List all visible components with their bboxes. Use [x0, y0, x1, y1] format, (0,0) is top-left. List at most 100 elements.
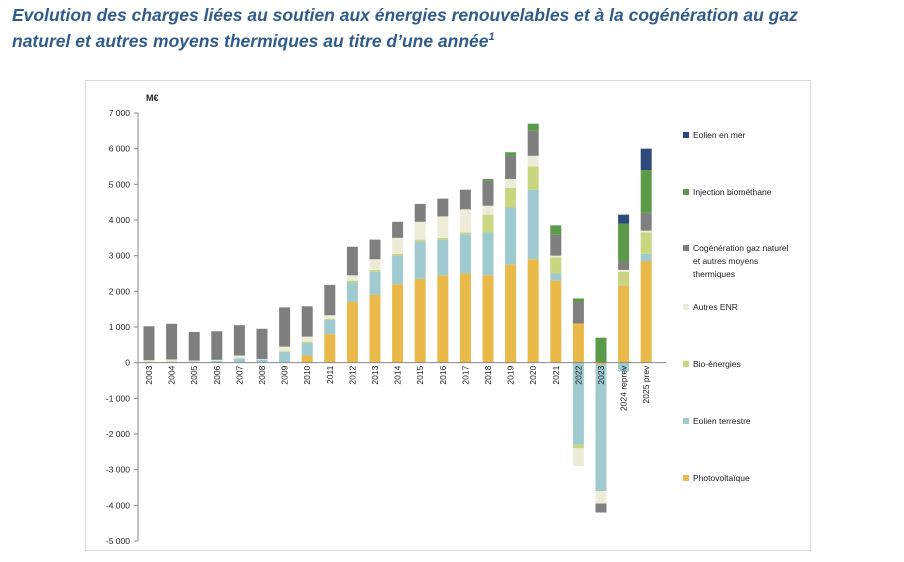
bar-segment-autres-enr-2004 — [166, 359, 178, 362]
bar-segment-eolien-terrestre-2014 — [392, 255, 404, 285]
page-title: Evolution des charges liées au soutien a… — [12, 4, 897, 52]
bar-segment-eolien-terrestre-2017 — [459, 234, 471, 274]
bar-segment-cog-n-ration-gaz-naturel-et-autres-moyens-thermiques-2017 — [459, 189, 471, 210]
bar-segment-eolien-terrestre-2019 — [505, 207, 517, 265]
bar-segment-photovolta-que-2010 — [301, 355, 313, 363]
bar-segment-cog-n-ration-gaz-naturel-et-autres-moyens-thermiques-2015 — [414, 203, 426, 222]
y-tick-label: 1 000 — [109, 322, 131, 332]
bar-segment-eolien-terrestre-2008 — [256, 359, 268, 363]
x-tick-label-2015: 2015 — [415, 365, 425, 384]
bar-segment-autres-enr-2006 — [211, 359, 223, 361]
bar-segment-photovolta-que-2017 — [459, 273, 471, 363]
bar-segment-cog-n-ration-gaz-naturel-et-autres-moyens-thermiques-2004 — [166, 323, 178, 360]
legend-label-2: Injection biométhane — [693, 187, 772, 197]
bar-segment-photovolta-que-2020 — [527, 259, 539, 363]
bar-segment-eolien-terrestre-2013 — [369, 271, 381, 295]
x-tick-label-2016: 2016 — [438, 365, 448, 384]
bar-segment-injection-biom-thane-2018 — [482, 178, 494, 181]
bar-segment-autres-enr-2025-prev — [640, 230, 652, 233]
y-tick-label: 7 000 — [109, 108, 131, 118]
bar-segment-bio-nergies-2012 — [346, 280, 358, 283]
bar-segment-autres-enr-2014 — [392, 237, 404, 254]
bar-segment-eolien-terrestre-2011 — [324, 319, 336, 335]
bar-segment-autres-enr-2007 — [233, 355, 245, 359]
bar-segment-autres-enr-2017 — [459, 209, 471, 233]
x-tick-label-2018: 2018 — [483, 365, 493, 384]
stacked-bar-chart: M€ 7 000 6 000 5 000 4 000 3 000 2 000 1 000 0 -1… — [106, 93, 789, 546]
bar-segment-autres-enr-2005 — [188, 360, 200, 362]
bar-segment-photovolta-que-2014 — [392, 284, 404, 363]
y-tick-label: 2 000 — [109, 286, 131, 296]
bar-segment-autres-enr-2021 — [550, 255, 562, 258]
bar-segment-eolien-terrestre-2016 — [437, 239, 449, 276]
x-tick-label-2005: 2005 — [189, 365, 199, 384]
bar-segment-autres-enr-2022 — [572, 448, 584, 467]
legend-swatch-6 — [683, 418, 689, 424]
y-axis-unit-label: M€ — [146, 93, 159, 103]
bar-segment-cog-n-ration-gaz-naturel-et-autres-moyens-thermiques-2020 — [527, 130, 539, 156]
bar-segment-eolien-terrestre-2005 — [188, 361, 200, 363]
bar-segment-eolien-terrestre-2015 — [414, 241, 426, 279]
y-tick-label: -4 000 — [106, 500, 130, 510]
bar-segment-photovolta-que-2013 — [369, 294, 381, 363]
bar-segment-injection-biom-thane-2020 — [527, 123, 539, 131]
x-tick-label-2025-prev: 2025 prev — [641, 365, 651, 404]
bar-segment-cog-n-ration-gaz-naturel-et-autres-moyens-thermiques-2019 — [505, 155, 517, 179]
bar-segment-cog-n-ration-gaz-naturel-et-autres-moyens-thermiques-2009 — [279, 307, 291, 347]
bar-segment-cog-n-ration-gaz-naturel-et-autres-moyens-thermiques-2025-prev — [640, 212, 652, 231]
y-tick-label: 4 000 — [109, 215, 131, 225]
x-tick-label-2006: 2006 — [212, 365, 222, 384]
bar-segment-cog-n-ration-gaz-naturel-et-autres-moyens-thermiques-2014 — [392, 221, 404, 238]
x-tick-label-2012: 2012 — [347, 365, 357, 384]
bar-segment-eolien-terrestre-2023 — [595, 364, 607, 492]
bar-segment-bio-nergies-2017 — [459, 232, 471, 235]
y-tick-label: -3 000 — [106, 465, 130, 475]
bar-segment-cog-n-ration-gaz-naturel-et-autres-moyens-thermiques-2013 — [369, 239, 381, 260]
bar-segment-eolien-en-mer-2025-prev — [640, 148, 652, 171]
chart-frame: M€ 7 000 6 000 5 000 4 000 3 000 2 000 1 000 0 -1… — [85, 80, 811, 551]
bar-segment-bio-nergies-2019 — [505, 187, 517, 208]
legend-swatch-5 — [683, 361, 689, 367]
x-tick-label-2024-reprev: 2024 reprev — [619, 365, 629, 411]
bar-segment-bio-nergies-2024-reprev — [618, 271, 630, 286]
bar-segment-bio-nergies-2015 — [414, 239, 426, 242]
bar-segment-cog-n-ration-gaz-naturel-et-autres-moyens-thermiques-2024-reprev — [618, 261, 630, 270]
bar-segment-cog-n-ration-gaz-naturel-et-autres-moyens-thermiques-2011 — [324, 284, 336, 316]
legend-swatch-2 — [683, 189, 689, 195]
bar-segment-injection-biom-thane-2019 — [505, 152, 517, 156]
bar-segment-cog-n-ration-gaz-naturel-et-autres-moyens-thermiques-2003 — [143, 326, 155, 361]
bar-segment-cog-n-ration-gaz-naturel-et-autres-moyens-thermiques-2023 — [595, 503, 607, 513]
y-tick-label: -1 000 — [106, 393, 130, 403]
bar-segment-autres-enr-2013 — [369, 259, 381, 270]
bar-segment-autres-enr-2023 — [595, 491, 607, 504]
y-tick-label: -5 000 — [106, 536, 130, 546]
bar-segment-photovolta-que-2012 — [346, 302, 358, 363]
bar-segment-cog-n-ration-gaz-naturel-et-autres-moyens-thermiques-2006 — [211, 331, 223, 360]
bar-segment-photovolta-que-2018 — [482, 275, 494, 363]
bar-segment-cog-n-ration-gaz-naturel-et-autres-moyens-thermiques-2005 — [188, 331, 200, 361]
bar-segment-eolien-terrestre-2007 — [233, 358, 245, 363]
bar-segment-photovolta-que-2025-prev — [640, 261, 652, 363]
legend-label-3: et autres moyens — [693, 256, 758, 266]
bar-segment-injection-biom-thane-2022 — [572, 298, 584, 303]
bar-segment-eolien-terrestre-2022 — [572, 362, 584, 445]
bar-segment-autres-enr-2010 — [301, 336, 313, 342]
bar-segment-eolien-terrestre-2018 — [482, 232, 494, 276]
x-tick-label-2011: 2011 — [325, 365, 335, 384]
x-tick-label-2008: 2008 — [257, 365, 267, 384]
x-tick-label-2017: 2017 — [460, 365, 470, 384]
bar-segment-injection-biom-thane-2024-reprev — [618, 223, 630, 262]
bar-segment-eolien-terrestre-2025-prev — [640, 253, 652, 262]
bar-segment-eolien-terrestre-2004 — [166, 361, 178, 363]
bar-segment-cog-n-ration-gaz-naturel-et-autres-moyens-thermiques-2018 — [482, 180, 494, 206]
legend-label-3: Cogénération gaz naturel — [693, 243, 789, 253]
bar-segment-bio-nergies-2014 — [392, 253, 404, 256]
legend-label-6: Eolien terrestre — [693, 416, 751, 426]
title-line-1: Evolution des charges liées au soutien a… — [12, 5, 798, 25]
legend-label-4: Autres ENR — [693, 302, 738, 312]
bar-segment-autres-enr-2015 — [414, 221, 426, 240]
bar-segment-photovolta-que-2015 — [414, 278, 426, 363]
bar-segment-autres-enr-2012 — [346, 275, 358, 281]
y-tick-label: 0 — [125, 358, 130, 368]
bar-segment-photovolta-que-2021 — [550, 280, 562, 363]
